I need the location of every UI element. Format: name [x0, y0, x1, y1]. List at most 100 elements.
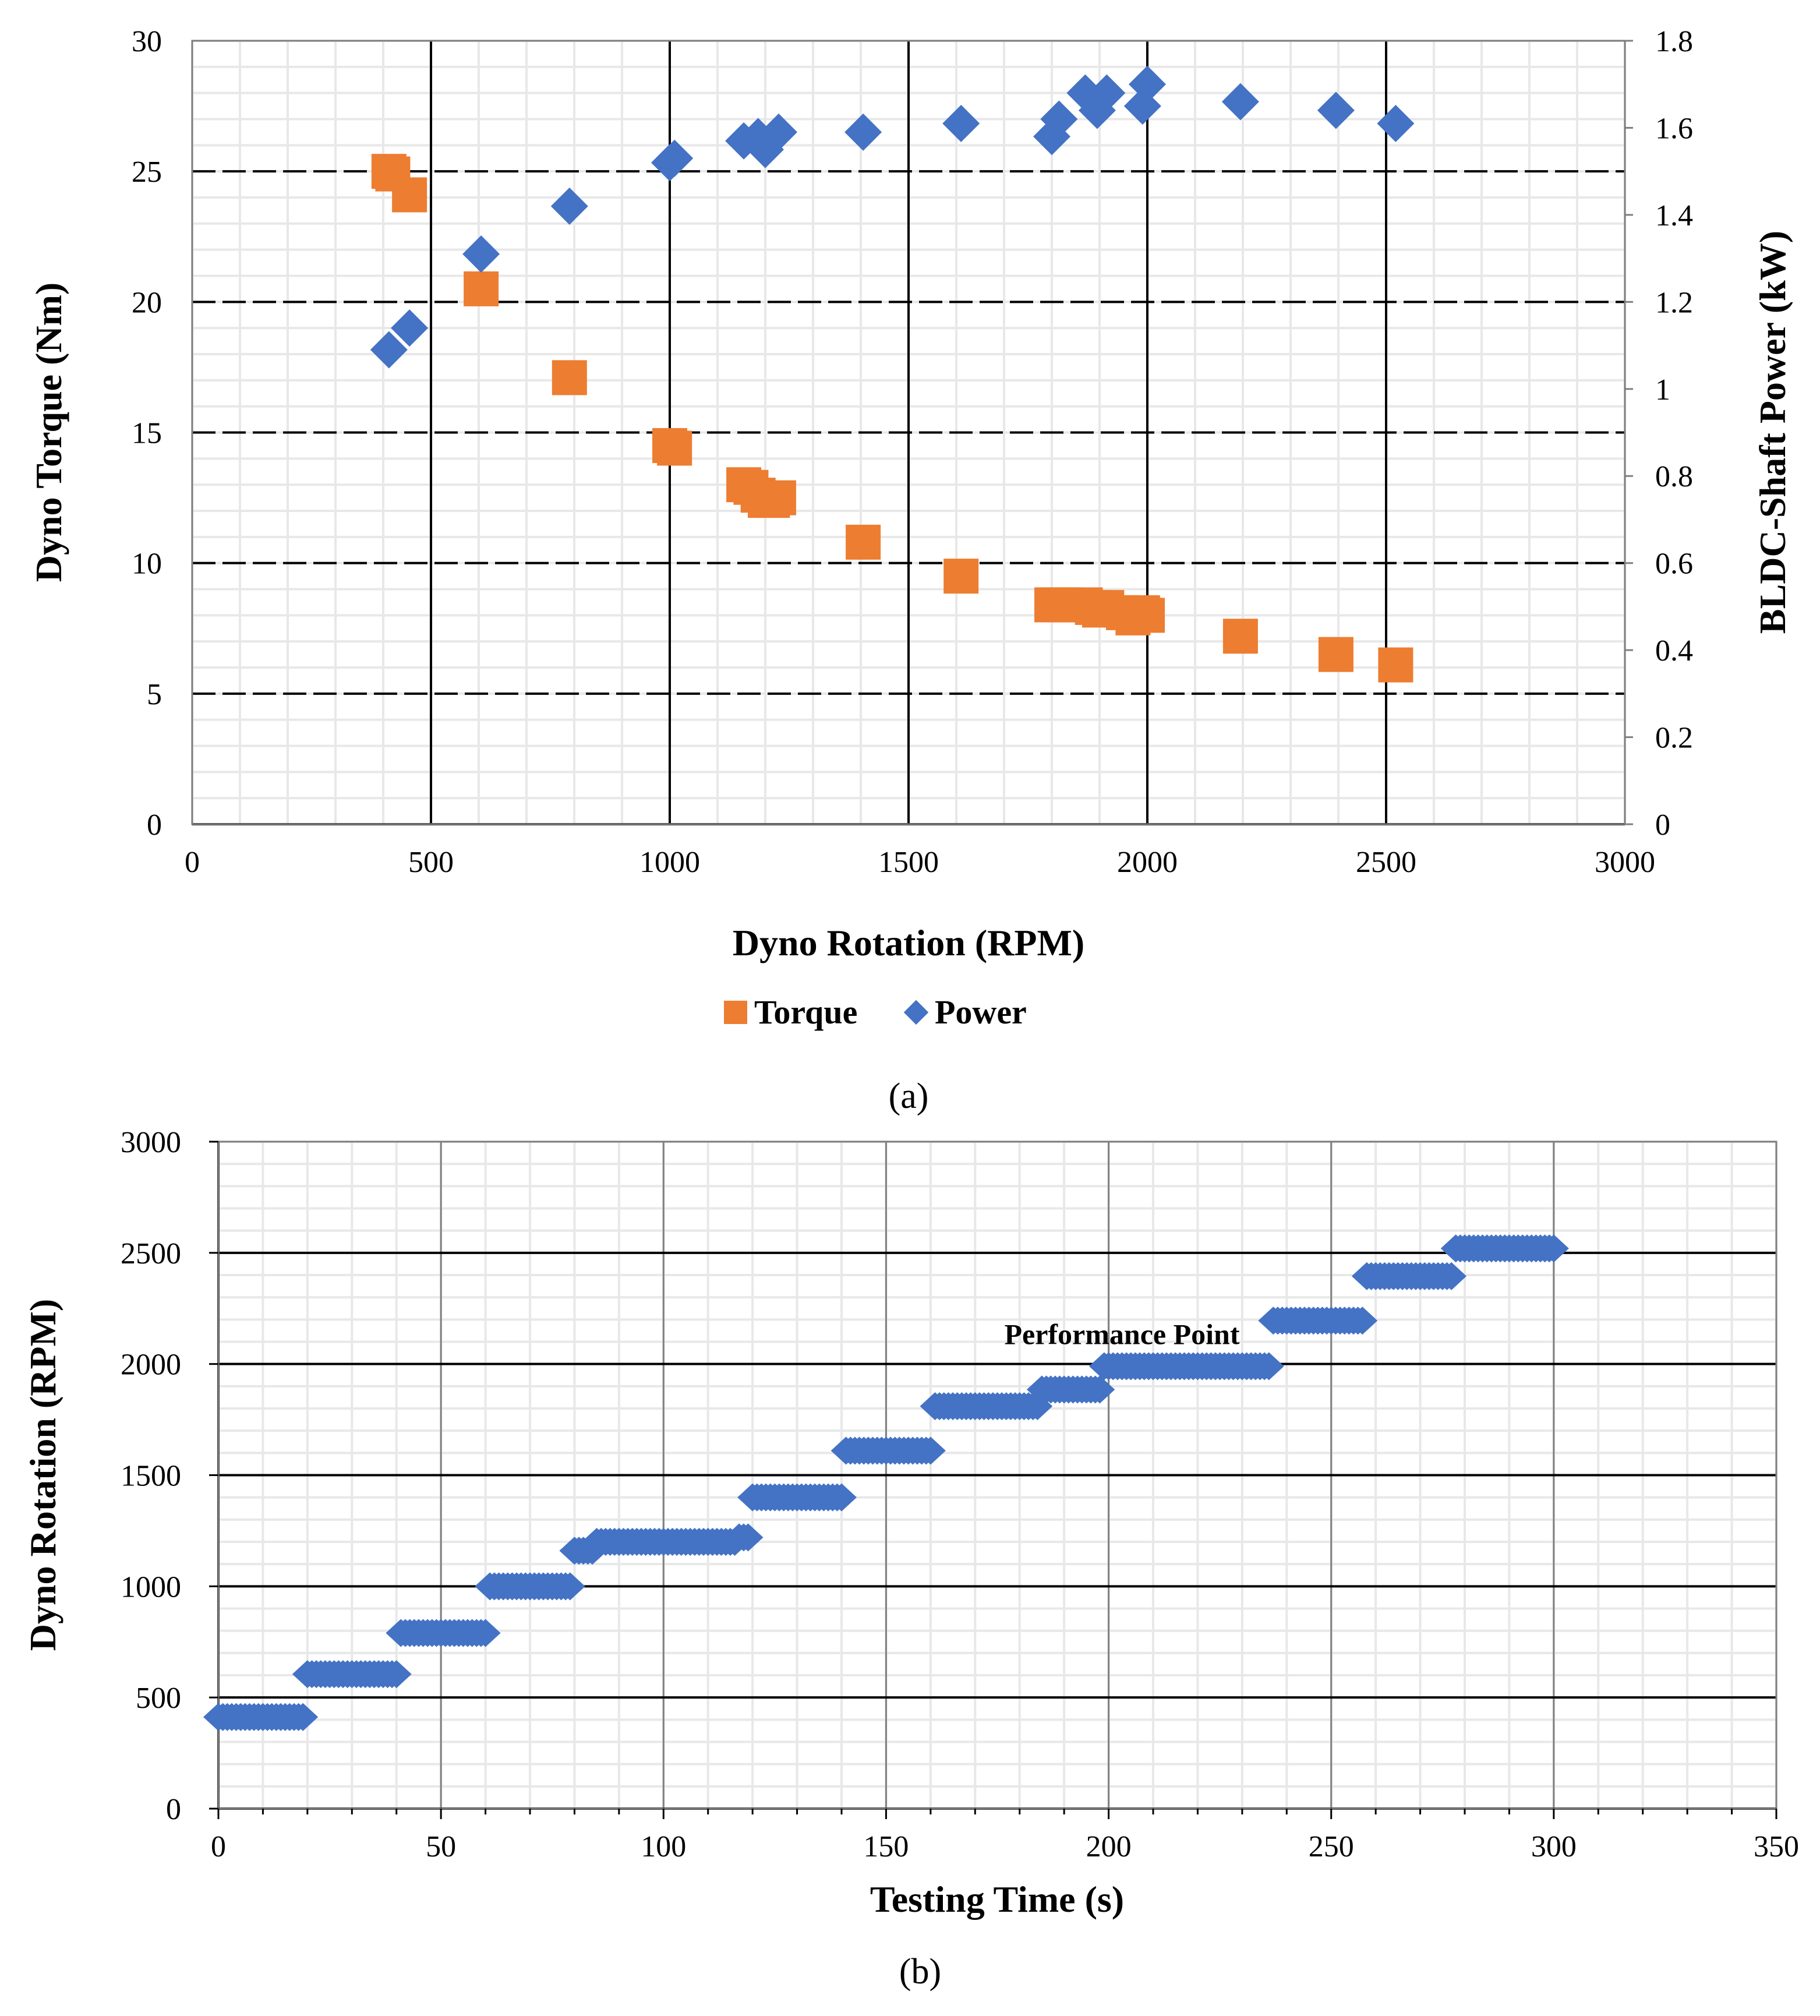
panel-b-x-axis-label: Testing Time (s)	[870, 1879, 1124, 1920]
panel-b-y-tick-label: 0	[166, 1793, 181, 1826]
power-point	[942, 104, 980, 142]
rotation-point	[1436, 1262, 1467, 1290]
torque-point	[1318, 637, 1353, 672]
rotation-point	[733, 1523, 764, 1552]
panel-a-x-tick-label: 2000	[1117, 846, 1178, 879]
torque-point	[1130, 598, 1165, 633]
rotation-point	[1538, 1234, 1569, 1263]
panel-a-y2-tick-label: 0	[1655, 808, 1670, 842]
panel-a-legend: Torque Power	[724, 993, 1027, 1031]
panel-a-y-tick-label: 5	[147, 678, 162, 711]
panel-b-x-tick-label: 200	[1086, 1830, 1132, 1863]
panel-a-x-tick-label: 1500	[878, 846, 939, 879]
panel-a-x-tick-label: 0	[185, 846, 200, 879]
torque-point	[1222, 619, 1258, 654]
panel-b-caption: (b)	[899, 1952, 941, 1992]
panel-b-y-tick-label: 1000	[121, 1570, 181, 1604]
power-point	[1129, 65, 1166, 103]
panel-b-x-tick-label: 300	[1531, 1830, 1577, 1863]
panel-a-y2-tick-label: 1.8	[1655, 25, 1693, 58]
torque-point	[392, 177, 427, 213]
panel-b-y-tick-label: 3000	[121, 1126, 181, 1159]
legend-torque-label: Torque	[754, 993, 857, 1031]
panel-a-y-tick-label: 25	[132, 156, 162, 189]
panel-b-chart: 0 50 100 150 200 250 300 350 0 500 1000 1500 2000 25…	[22, 1126, 1799, 1992]
torque-point	[943, 559, 979, 594]
power-point	[1088, 74, 1126, 112]
rotation-point	[1347, 1307, 1378, 1335]
rotation-point	[1253, 1352, 1284, 1381]
rotation-point	[288, 1703, 319, 1731]
power-point	[370, 331, 408, 369]
torque-point	[464, 271, 499, 306]
rotation-point	[915, 1436, 946, 1465]
panel-a-x-ticks: 0 500 1000 1500 2000 2500 3000	[185, 846, 1655, 879]
panel-b-y-tick-label: 1500	[121, 1460, 181, 1493]
panel-b-y-tick-label: 2500	[121, 1237, 181, 1270]
panel-a-y2-tick-label: 1.2	[1655, 286, 1693, 319]
torque-point	[657, 430, 692, 466]
panel-a-y-tick-label: 0	[147, 808, 162, 842]
panel-b-rotation-series	[203, 1234, 1569, 1731]
panel-b-x-tick-label: 350	[1754, 1830, 1799, 1863]
legend-power-marker	[903, 1000, 929, 1025]
power-point	[550, 187, 588, 225]
panel-b-y-tick-label: 500	[136, 1682, 181, 1715]
legend-torque-marker	[724, 1001, 747, 1024]
panel-a-y2-tick-label: 0.8	[1655, 460, 1693, 493]
panel-b-y-axis-label: Dyno Rotation (RPM)	[22, 1299, 63, 1651]
panel-a-x-tick-label: 2500	[1356, 846, 1416, 879]
power-point	[1317, 91, 1355, 129]
panel-a-y2-tick-label: 0.6	[1655, 548, 1693, 581]
performance-point-annotation: Performance Point	[1004, 1318, 1239, 1350]
panel-b-x-tick-label: 0	[211, 1830, 226, 1863]
torque-point	[552, 360, 587, 396]
panel-b-y-tick-label: 2000	[121, 1348, 181, 1382]
power-point	[656, 139, 694, 177]
rotation-point	[554, 1572, 585, 1601]
panel-a-y-tick-label: 10	[132, 548, 162, 581]
panel-b-x-ticks: 0 50 100 150 200 250 300 350	[211, 1809, 1799, 1863]
panel-a-y-tick-label: 15	[132, 417, 162, 450]
legend-power-label: Power	[935, 993, 1027, 1031]
torque-point	[846, 524, 881, 560]
panel-a-y2-tick-label: 0.2	[1655, 722, 1693, 755]
panel-a-x-tick-label: 3000	[1595, 846, 1655, 879]
panel-b-y-ticks: 0 500 1000 1500 2000 2500 3000	[121, 1126, 218, 1826]
panel-a-caption: (a)	[889, 1076, 929, 1116]
panel-b-x-tick-label: 50	[426, 1830, 456, 1863]
panel-a-y2-ticks: 0 0.2 0.4 0.6 0.8 1 1.2 1.4 1.6 1.8	[1625, 25, 1693, 842]
power-point	[391, 309, 429, 347]
panel-a-y2-axis-label: BLDC-Shaft Power (kW)	[1752, 231, 1793, 634]
power-point	[462, 235, 500, 273]
torque-point	[1378, 647, 1413, 683]
panel-a-y2-tick-label: 1	[1655, 373, 1670, 407]
power-point	[844, 113, 882, 151]
panel-a-x-tick-label: 500	[408, 846, 454, 879]
power-point	[1221, 83, 1259, 121]
panel-a-x-tick-label: 1000	[639, 846, 700, 879]
panel-a-y2-tick-label: 1.6	[1655, 112, 1693, 145]
power-point	[759, 113, 797, 151]
rotation-point	[826, 1483, 857, 1512]
panel-a-y-tick-label: 30	[132, 25, 162, 58]
panel-b-x-tick-label: 150	[863, 1830, 909, 1863]
power-point	[1377, 104, 1415, 142]
panel-a-y-tick-label: 20	[132, 286, 162, 319]
panel-a-y2-tick-label: 0.4	[1655, 634, 1693, 668]
rotation-point	[381, 1660, 412, 1689]
panel-b-x-tick-label: 250	[1309, 1830, 1354, 1863]
rotation-point	[470, 1619, 501, 1647]
panel-a-y-ticks: 0 5 10 15 20 25 30	[132, 25, 162, 842]
panel-a-y-axis-label: Dyno Torque (Nm)	[28, 283, 69, 582]
panel-a-power-series	[370, 65, 1415, 369]
panel-a-y2-tick-label: 1.4	[1655, 199, 1693, 232]
panel-a-x-axis-label: Dyno Rotation (RPM)	[733, 922, 1084, 963]
panel-b-x-tick-label: 100	[641, 1830, 686, 1863]
panel-a-plot-area	[191, 40, 1626, 825]
torque-point	[761, 480, 796, 516]
panel-a-torque-series	[371, 154, 1413, 683]
power-point	[1040, 100, 1078, 138]
